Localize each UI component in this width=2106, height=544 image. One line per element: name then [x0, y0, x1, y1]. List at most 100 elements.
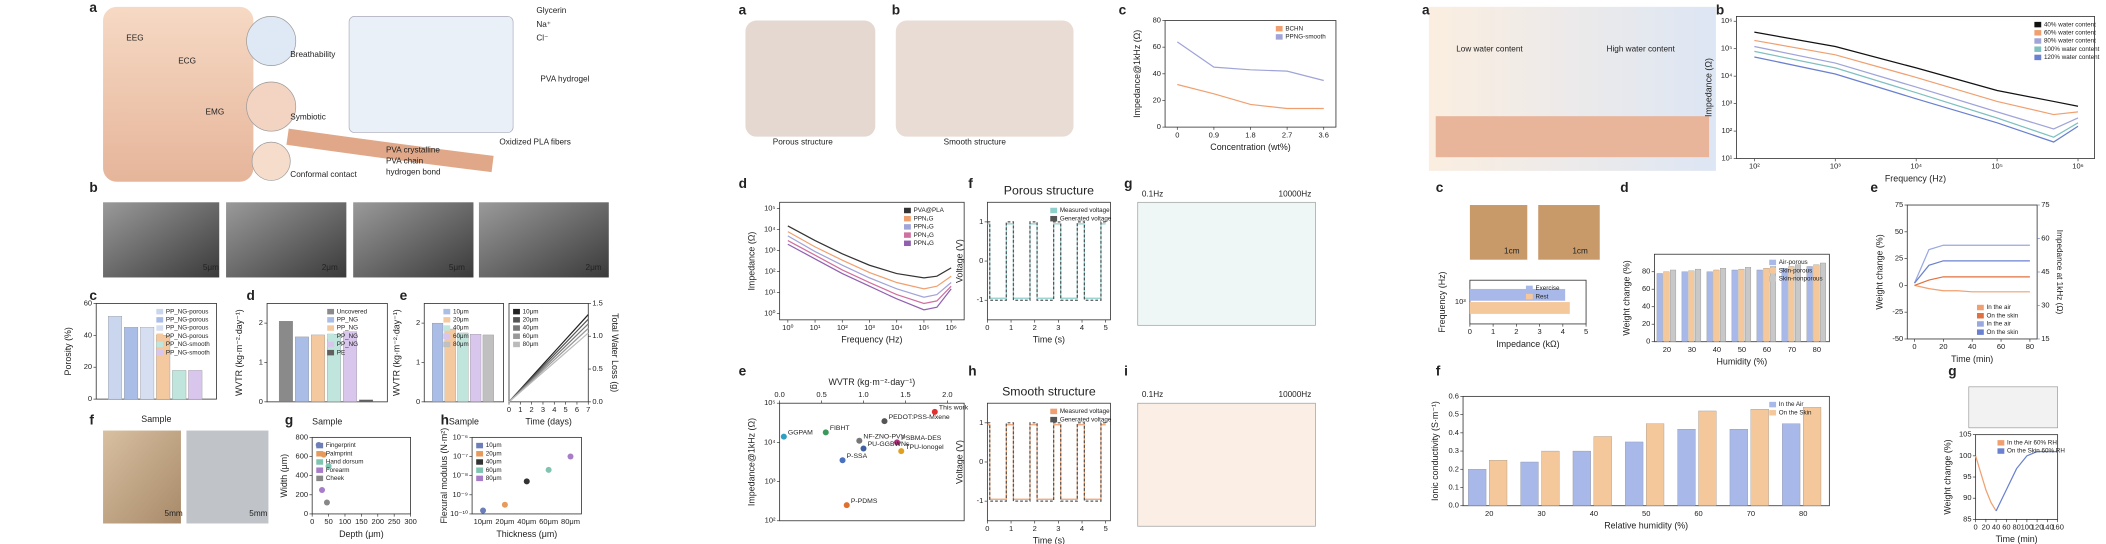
- y-tick-label: 10⁻⁶: [453, 432, 468, 441]
- x-tick-label: 1.8: [1245, 130, 1255, 139]
- y-axis-label: Porosity (%): [63, 327, 73, 375]
- panel-label: c: [89, 288, 97, 303]
- x-tick-label: 1.5: [900, 390, 910, 399]
- annotation: Symbiotic: [290, 113, 326, 122]
- panel-label: g: [1948, 363, 1956, 378]
- legend-swatch: [513, 317, 520, 323]
- legend-label: PP_NG: [337, 316, 358, 323]
- legend-swatch: [2034, 38, 2042, 44]
- legend-label: Fingerprint: [326, 442, 356, 449]
- x-axis-label: Sample: [141, 414, 171, 424]
- y-tick-label: 40: [1153, 69, 1161, 78]
- y-axis-label: WVTR (kg·m⁻²·day⁻¹): [391, 309, 401, 396]
- bar: [1468, 469, 1487, 506]
- y-tick-label: 85: [1963, 514, 1971, 523]
- plot-frame: [779, 201, 965, 321]
- x-tick-label: 5: [564, 405, 568, 414]
- panel-label: f: [1436, 363, 1441, 378]
- y-tick-label: 10³: [765, 246, 776, 255]
- bar: [1681, 271, 1688, 342]
- scatter-point: [856, 437, 863, 444]
- inset-plot: [1968, 386, 2058, 429]
- y-tick-label: 0: [979, 457, 983, 466]
- scatter-point: [780, 433, 787, 440]
- x-axis-label: Time (days): [525, 417, 572, 427]
- x-axis-label: Depth (μm): [339, 529, 384, 539]
- y-tick-label: 60: [84, 298, 92, 307]
- x-tick-label: 70: [1788, 345, 1796, 354]
- inset-circle: [246, 16, 297, 66]
- bar: [1688, 270, 1695, 342]
- x-tick-label: 2.0: [942, 390, 952, 399]
- panel-label: g: [1124, 176, 1132, 191]
- y-tick-label: 60: [1153, 42, 1161, 51]
- x-tick-label: 80: [1813, 345, 1821, 354]
- y-tick-label: 0: [416, 397, 420, 406]
- legend-label: 40% water content: [2044, 21, 2096, 28]
- bar: [188, 370, 203, 400]
- x-tick-label: 80: [2026, 342, 2034, 351]
- y-axis-label: Voltage (V): [954, 239, 964, 283]
- bar: [1806, 266, 1813, 342]
- annotation: 1cm: [1572, 247, 1588, 256]
- y-tick-label: 10⁵: [764, 204, 775, 213]
- y-axis-label: Weight change (%): [1874, 234, 1884, 309]
- bar: [1763, 268, 1770, 342]
- y2-axis-label: Impedance at 1kHz (Ω): [2055, 230, 2064, 315]
- y-tick-label: 40: [84, 330, 92, 339]
- panel-label: b: [1716, 3, 1724, 18]
- panel-label: d: [739, 176, 747, 191]
- legend-label: 10μm: [486, 442, 502, 449]
- x-tick-label: 0.5: [816, 390, 826, 399]
- y-tick-label: 0.4: [1449, 428, 1459, 437]
- y-tick-label: 75: [1895, 200, 1903, 209]
- line-series: [787, 243, 952, 311]
- y-axis-label: Impedance (Ω): [1703, 58, 1713, 117]
- line-series: [508, 332, 589, 403]
- legend-label: Skin-porous: [1779, 267, 1812, 274]
- annotation: Conformal contact: [290, 170, 357, 179]
- x-tick-label: 3: [541, 405, 545, 414]
- legend-label: PVA@PLA: [914, 207, 945, 214]
- x-tick-label: 10¹: [810, 323, 821, 332]
- panel-label: b: [892, 3, 900, 18]
- bar: [1695, 268, 1702, 342]
- legend-swatch: [327, 325, 335, 331]
- y-tick-label: 10³: [1721, 99, 1732, 108]
- x-tick-label: 10⁴: [891, 323, 903, 332]
- line-series: [1754, 31, 2079, 107]
- y-tick-label: 40: [1642, 302, 1650, 311]
- legend-label: In the air: [1987, 304, 2011, 311]
- x-axis-label: Impedance (kΩ): [1496, 339, 1559, 349]
- x-tick-label: 4: [552, 405, 556, 414]
- legend-swatch: [1976, 313, 1984, 319]
- legend-swatch: [513, 341, 520, 348]
- legend-swatch: [476, 467, 484, 473]
- y-axis-label: Frequency (Hz): [1437, 271, 1447, 332]
- y-tick-label: 80: [1642, 267, 1650, 276]
- bar: [1625, 441, 1644, 506]
- y-tick-label: 10¹: [765, 288, 776, 297]
- point-label: PU-GGBWNs: [868, 441, 910, 448]
- legend-label: Uncovered: [337, 308, 368, 315]
- legend-swatch: [1050, 207, 1058, 214]
- legend-label: 10μm: [453, 308, 469, 315]
- legend-label: PPN₁G: [914, 215, 934, 222]
- x-tick-label: 3: [1538, 327, 1542, 336]
- x-tick-label: 6: [575, 405, 579, 414]
- bar: [108, 316, 123, 400]
- photo: [186, 430, 269, 524]
- legend-swatch: [1976, 329, 1984, 335]
- x-tick-label: 30: [1688, 345, 1696, 354]
- x-tick-label: 140: [2041, 523, 2054, 532]
- legend-label: PE: [337, 349, 345, 356]
- legend-swatch: [1050, 416, 1058, 423]
- y-tick-label: 1.5: [592, 298, 602, 307]
- legend-label: On the Skin: [1779, 409, 1812, 416]
- annotation: PVA hydrogel: [540, 74, 589, 83]
- panel-label: f: [89, 413, 94, 428]
- line-series: [1754, 45, 2079, 130]
- legend-swatch: [1525, 293, 1533, 300]
- y-tick-label: 2: [259, 318, 263, 327]
